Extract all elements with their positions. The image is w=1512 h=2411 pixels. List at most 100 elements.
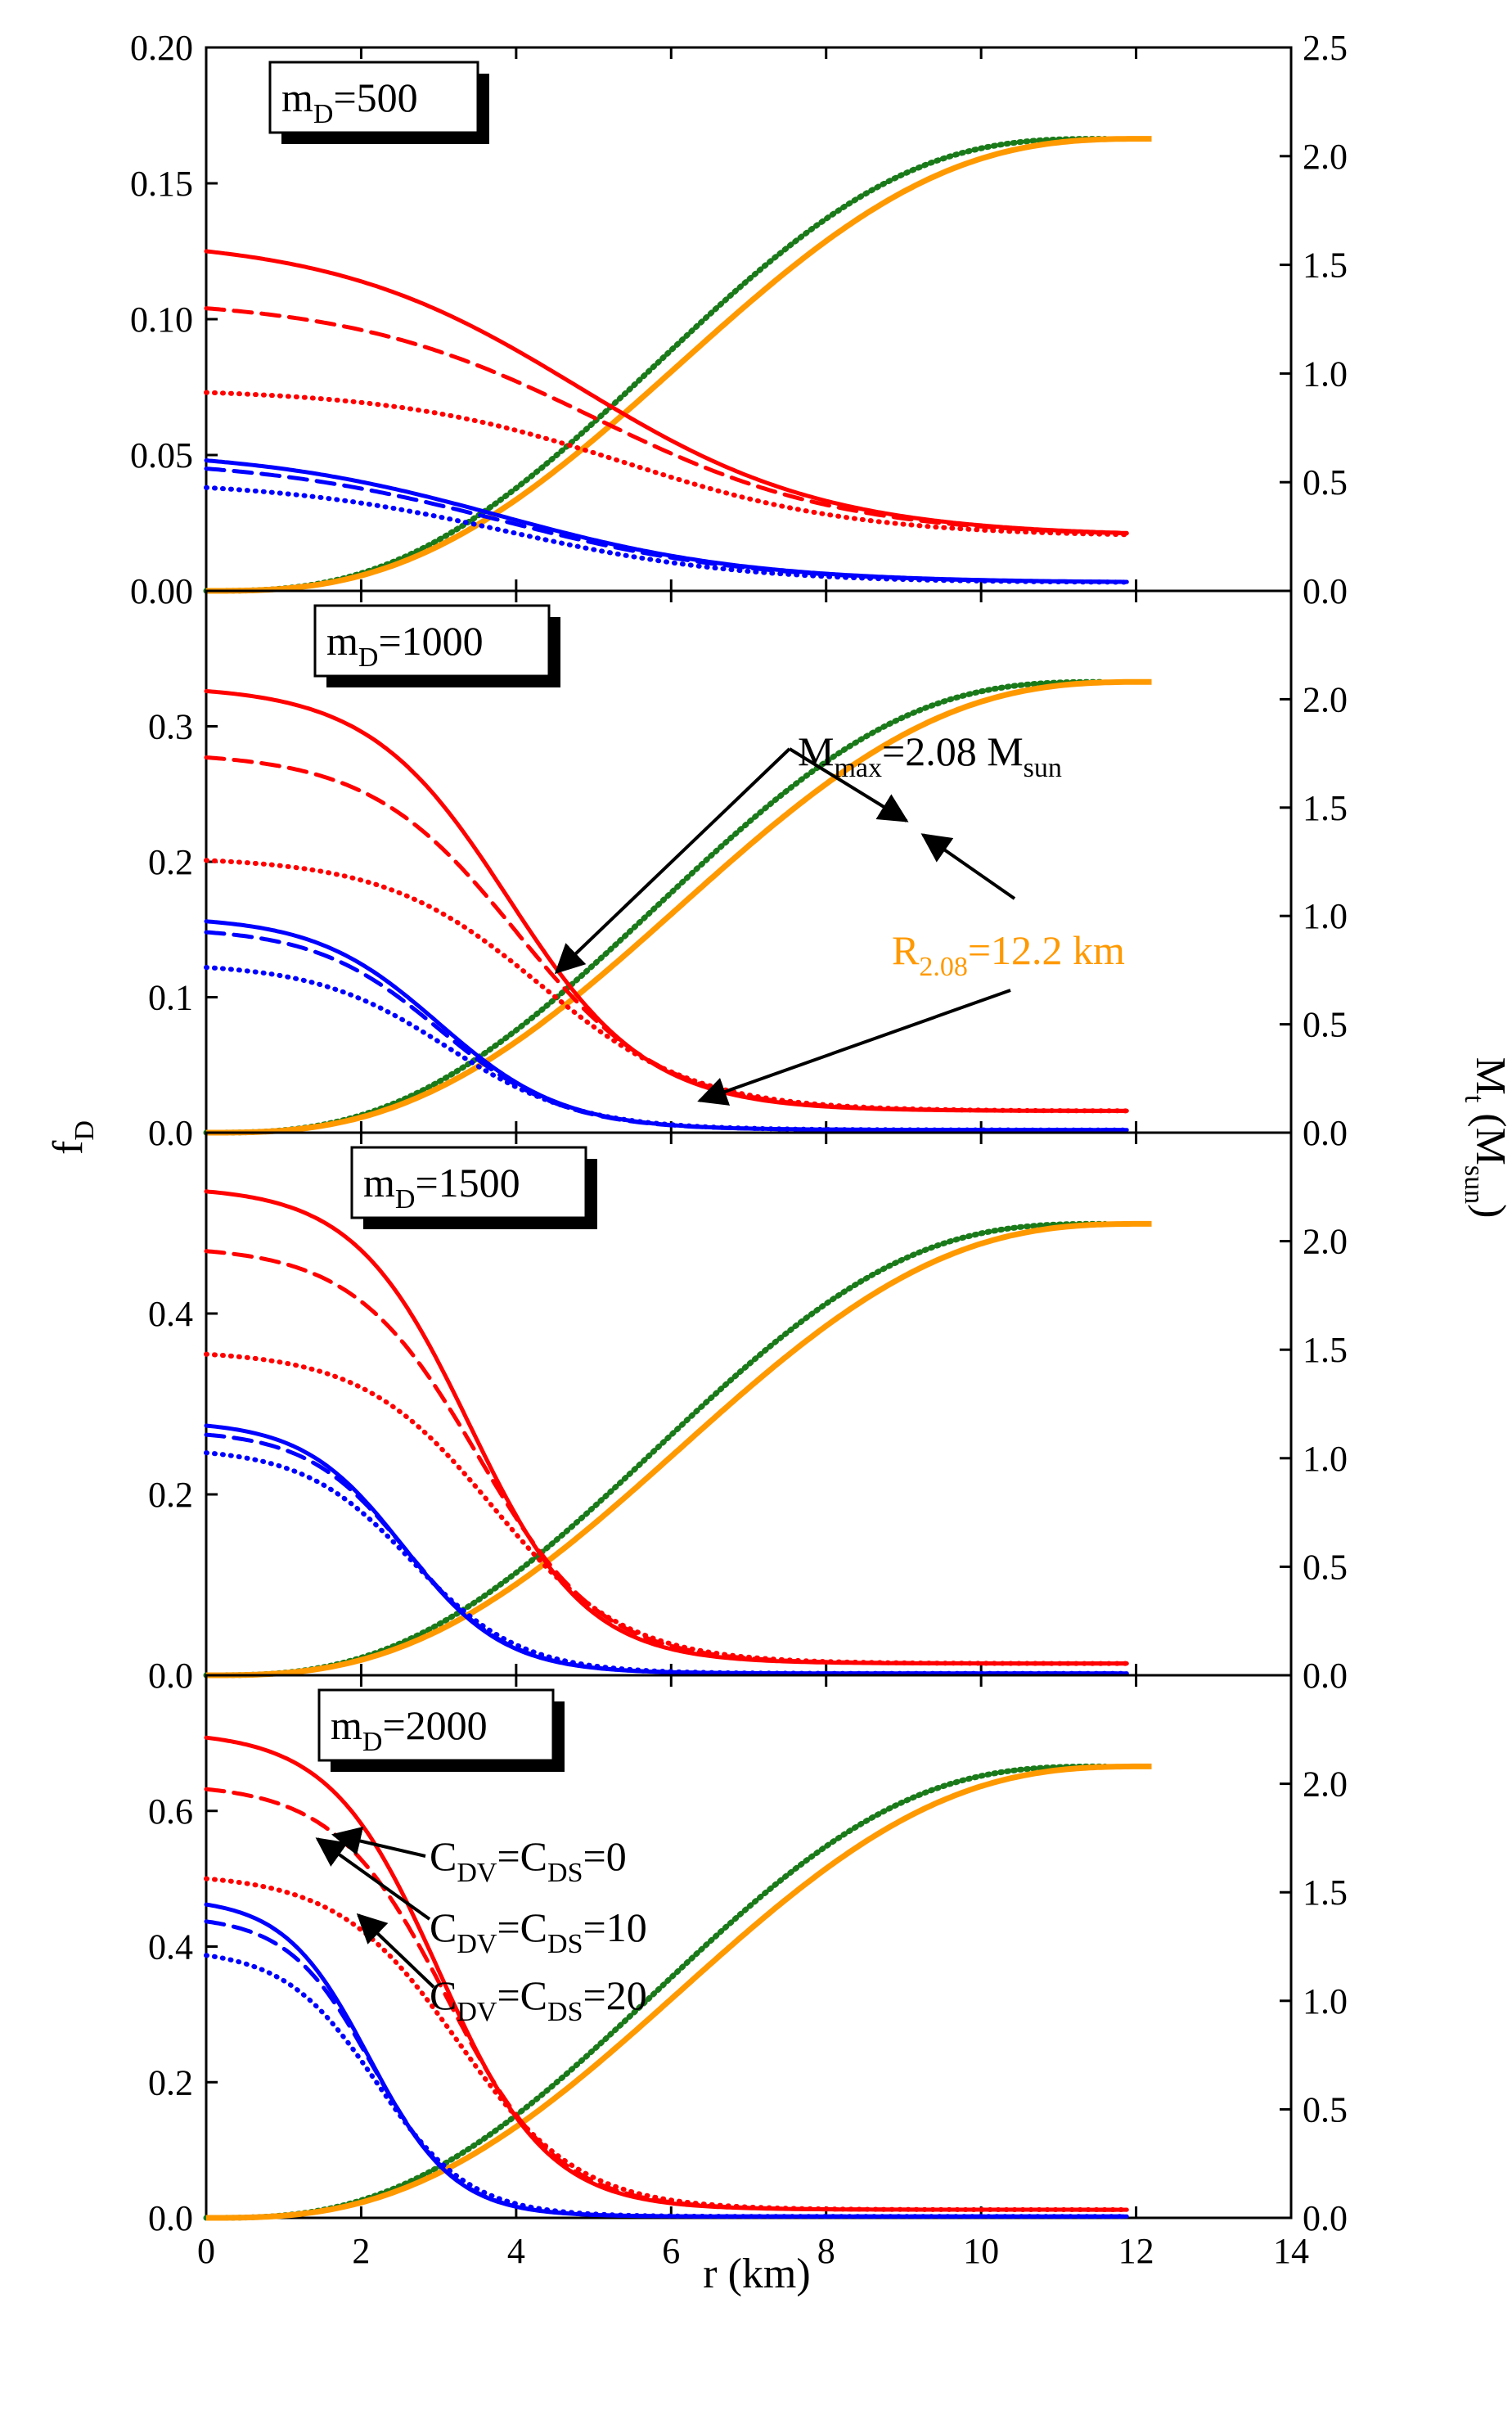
panel-label-0: mD=500 [281, 74, 418, 129]
fd-curve-blue-dot-2 [204, 1450, 1130, 1676]
y-right-tick-label-0-2: 1.0 [1303, 354, 1348, 394]
legend2-s2: DS [547, 1997, 583, 2027]
y-right-tick-label-1-4: 2.0 [1303, 679, 1348, 719]
y-right-tick-label-0-1: 0.5 [1303, 462, 1348, 502]
legend2-c1: C [430, 1972, 457, 2018]
y-left-tick-label-0-2: 0.10 [130, 300, 193, 340]
panel-label-3: mD=2000 [331, 1702, 488, 1757]
y-left-tick-label-1-0: 0.0 [148, 1113, 193, 1153]
y-right-tick-label-0-3: 1.5 [1303, 246, 1348, 286]
y-right-tick-label-3-2: 1.0 [1303, 1981, 1348, 2021]
y-left-tick-label-3-1: 0.2 [148, 2062, 193, 2102]
panel-2: 0.0 0.2 0.4 0.0 0.5 1.0 1.5 2.0 mD=1500 [148, 1131, 1348, 1696]
y-right-tick-label-2-0: 0.0 [1303, 1656, 1348, 1696]
x-tick-label-4: 8 [817, 2231, 835, 2271]
panel-label-sub-1: D [358, 642, 379, 673]
panel-3: 0 2 4 6 8 10 12 140.00.20.40.60.00.51.01.52.0mD… [148, 1674, 1348, 2271]
y-left-tick-label-0-4: 0.20 [130, 28, 193, 68]
annotation-r208-text: R2.08=12.2 km [892, 927, 1125, 982]
y-right-tick-label-3-3: 1.5 [1303, 1872, 1348, 1913]
fd-curve-blue-solid-3 [204, 1902, 1129, 2219]
y-left-tick-label-0-3: 0.15 [130, 164, 193, 204]
mass-curve-green-core-2 [206, 1222, 1105, 1677]
y-right-close: ) [1467, 1204, 1512, 1218]
legend-text-2: CDV=CDS=20 [430, 1972, 647, 2027]
panel-label-sub-0: D [313, 99, 334, 129]
panel-label-box-2 [350, 1146, 587, 1219]
fd-curve-red-dot-0 [204, 390, 1130, 538]
annotation-mmax-text: Mmax=2.08 Msun [798, 728, 1062, 783]
annotation-mmax: Mmax=2.08 Msun [554, 728, 1062, 975]
panel-label-value-3: =2000 [382, 1702, 487, 1748]
panel-label-box-0 [268, 61, 479, 134]
panel-0: 0.00 0.05 0.10 0.15 0.20 0.0 0.5 1.0 1.5 2.0 2.5 mD… [130, 28, 1348, 611]
y-right-tick-label-1-0: 0.0 [1303, 1113, 1348, 1153]
fd-curve-blue-dash-2 [204, 1432, 1129, 1676]
panel-label-main-2: m [363, 1160, 395, 1206]
panel-label-box-3 [317, 1688, 555, 1762]
mmax-main: M [798, 728, 834, 774]
mass-curve-orange-2 [206, 1220, 1152, 1679]
panels-group: 0.000.050.100.150.200.00.51.01.52.02.5mD… [130, 28, 1348, 2271]
x-tick-label-7: 14 [1273, 2231, 1309, 2271]
y-left-tick-label-0-1: 0.05 [130, 435, 193, 475]
panel-label-value-0: =500 [333, 74, 417, 120]
y-right-tick-label-0-4: 2.0 [1303, 137, 1348, 177]
legend1-s2: DS [547, 1929, 583, 1959]
r-main: R [892, 927, 920, 973]
panel-label-value-2: =1500 [415, 1160, 520, 1206]
fd-curve-blue-dot-0 [204, 484, 1130, 585]
arrow-r208-to-blue [697, 989, 1011, 1106]
annotation-r208: R2.08=12.2 km [697, 833, 1125, 1106]
mmax-unit-sub: sun [1024, 753, 1062, 783]
y-right-tick-label-1-2: 1.0 [1303, 896, 1348, 936]
arrow-mmax-to-green [788, 747, 909, 822]
arrow-mmax-to-red [554, 747, 791, 975]
y-right-unit: (M [1467, 1102, 1512, 1165]
y-left-tick-label-3-2: 0.4 [148, 1927, 193, 1967]
legend0-s2: DS [547, 1858, 583, 1888]
arrow-r208-to-orange [920, 833, 1016, 900]
panel-label-1: mD=1000 [326, 618, 484, 673]
mass-curve-orange-0 [206, 136, 1152, 594]
fd-curve-red-solid-2 [204, 1189, 1129, 1666]
y-right-tick-label-3-1: 0.5 [1303, 2089, 1348, 2129]
legend2-eq: =C [497, 1972, 547, 2018]
legend1-val: =10 [583, 1904, 647, 1950]
legend-arrow-1 [315, 1837, 431, 1921]
legend-text-0: CDV=CDS=0 [430, 1833, 627, 1888]
legend1-c1: C [430, 1904, 457, 1950]
legend0-c1: C [430, 1833, 457, 1879]
fd-curve-red-dot-1 [204, 858, 1130, 1114]
y-right-tick-label-1-3: 1.5 [1303, 788, 1348, 828]
panel-1: 0.0 0.1 0.2 0.3 0.0 0.5 1.0 1.5 2.0 mD=1000 [148, 589, 1348, 1153]
legend-annotations: CDV=CDS=0 CDV=CDS=10 CDV=CDS=20 [315, 1826, 647, 2027]
fd-curve-blue-dash-3 [204, 1919, 1129, 2219]
y-left-tick-label-2-1: 0.2 [148, 1475, 193, 1515]
y-left-tick-label-2-2: 0.4 [148, 1294, 193, 1334]
y-right-tick-label-2-4: 2.0 [1303, 1222, 1348, 1262]
x-tick-label-5: 10 [963, 2231, 999, 2271]
fd-curve-red-solid-3 [204, 1735, 1129, 2212]
legend0-val: =0 [583, 1833, 627, 1879]
y-axis-title-right: Mt (Msun) [1459, 1057, 1512, 1219]
y-left-tick-label-2-0: 0.0 [148, 1656, 193, 1696]
y-right-unit-sub: sun [1459, 1165, 1489, 1204]
legend0-eq: =C [497, 1833, 547, 1879]
panel-label-main-1: m [326, 618, 358, 664]
legend2-s1: DV [457, 1997, 497, 2027]
y-right-tick-label-3-0: 0.0 [1303, 2198, 1348, 2238]
y-right-main: M [1467, 1057, 1512, 1095]
panel-label-value-1: =1000 [378, 618, 483, 664]
fd-curve-red-dash-0 [204, 306, 1129, 536]
y-left-main: f [45, 1140, 92, 1155]
mmax-sub: max [834, 753, 882, 783]
x-tick-label-6: 12 [1118, 2231, 1154, 2271]
fd-curve-blue-dash-0 [204, 466, 1129, 584]
x-tick-label-3: 6 [662, 2231, 680, 2271]
fd-curve-blue-dot-3 [204, 1953, 1130, 2219]
y-left-sub: D [70, 1120, 100, 1141]
y-right-tick-label-1-1: 0.5 [1303, 1005, 1348, 1045]
y-right-tick-label-0-0: 0.0 [1303, 571, 1348, 611]
